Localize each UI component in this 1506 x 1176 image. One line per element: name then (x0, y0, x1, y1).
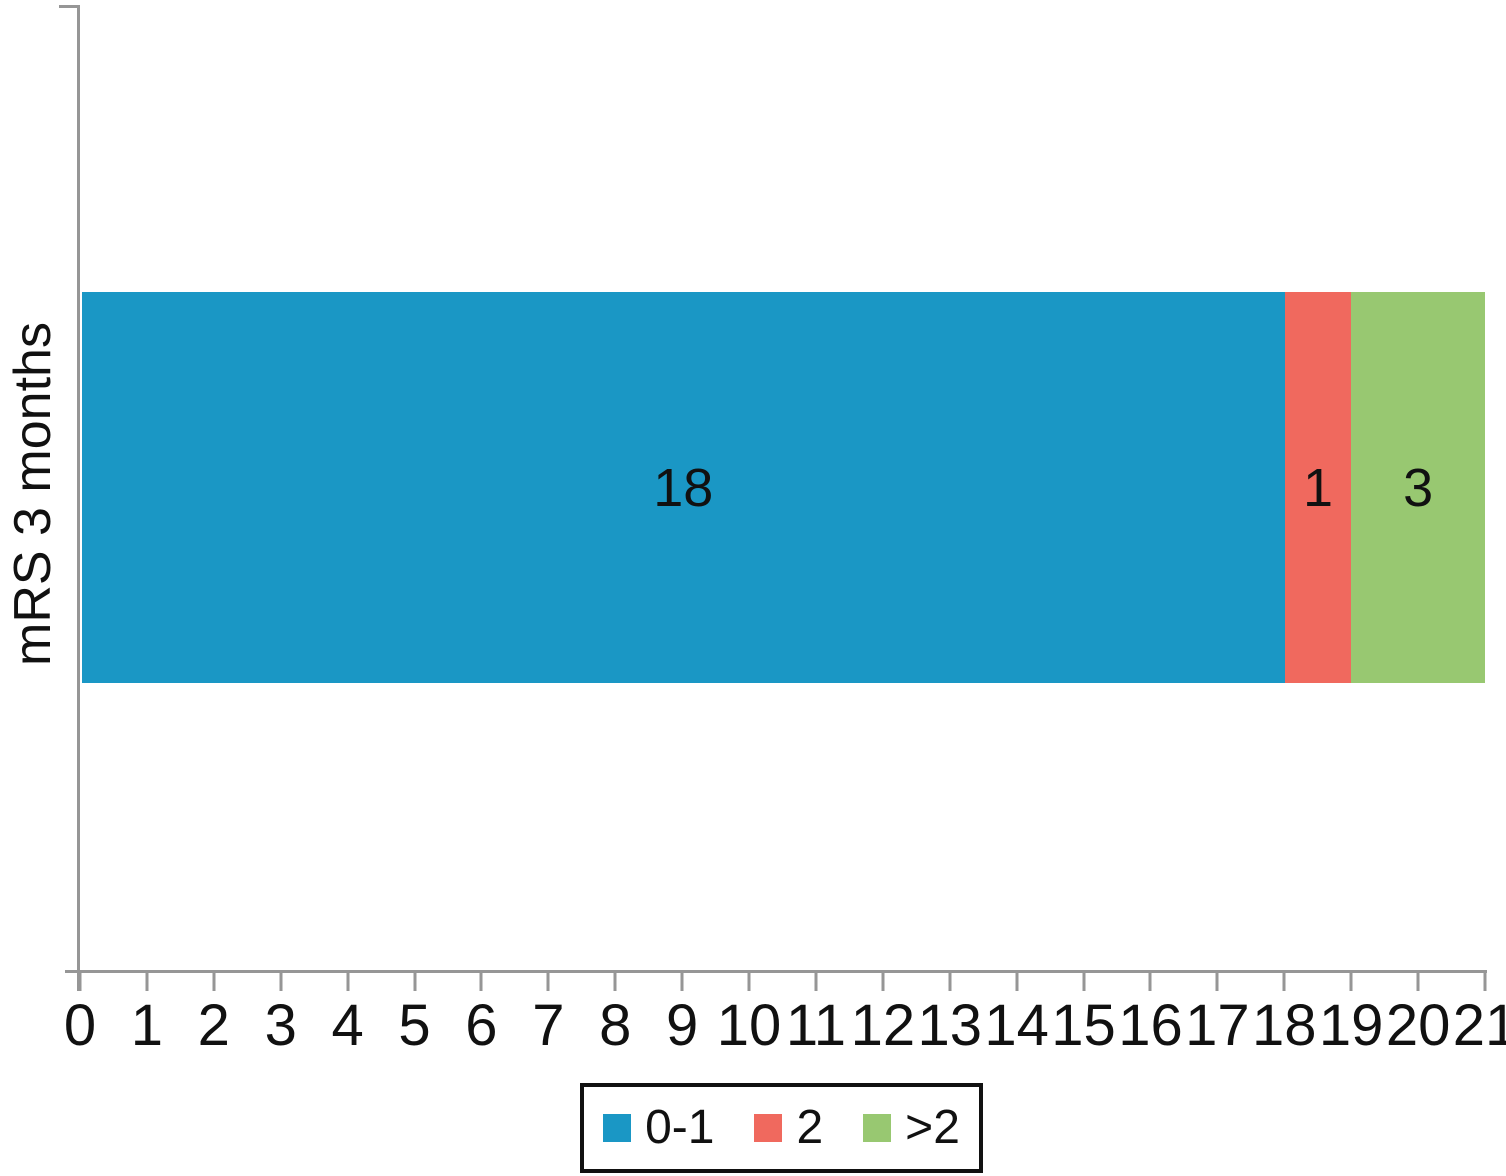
x-tick (613, 970, 617, 991)
x-tick (1015, 970, 1019, 991)
x-tick (145, 970, 149, 991)
x-tick-label: 6 (465, 993, 498, 1058)
y-axis-top-tick (59, 5, 77, 8)
x-tick-label: 14 (984, 993, 1049, 1058)
x-tick-label: 11 (785, 993, 847, 1058)
legend-item-label: 0-1 (645, 1101, 715, 1154)
x-tick-label: 12 (850, 993, 916, 1058)
x-tick (881, 970, 885, 991)
x-tick (1215, 970, 1219, 991)
x-tick-label: 4 (331, 993, 364, 1058)
x-tick-label: 16 (1118, 993, 1183, 1058)
x-tick-label: 17 (1185, 993, 1250, 1058)
legend-item: 0-1 (603, 1104, 714, 1152)
legend-swatch (754, 1114, 783, 1142)
y-axis-line (77, 5, 80, 991)
x-tick (279, 970, 283, 991)
x-tick (680, 970, 684, 991)
stacked-bar: 18 1 3 (82, 292, 1485, 683)
x-tick (1082, 970, 1086, 991)
x-tick-label: 7 (532, 993, 565, 1058)
legend-item-label: 2 (796, 1101, 824, 1154)
x-tick-label: 0 (63, 993, 97, 1058)
x-tick (814, 970, 818, 991)
bar-segment-label: 3 (1403, 457, 1434, 518)
x-tick (1483, 970, 1487, 991)
legend-item: >2 (863, 1104, 960, 1152)
bar-segment: 1 (1284, 292, 1352, 683)
plot-area: 18 1 3 0 1 2 3 4 5 6 7 8 9 10 11 12 13 14 15 16 17 18 19 20 21 (59, 5, 1506, 1055)
bar-segment-label: 18 (653, 457, 714, 518)
x-tick-label: 3 (264, 993, 297, 1058)
x-tick (346, 970, 350, 991)
x-tick (413, 970, 417, 991)
x-axis-line (65, 970, 1487, 973)
legend-item-label: >2 (905, 1101, 960, 1154)
x-tick (479, 970, 483, 991)
legend-item: 2 (754, 1104, 823, 1152)
x-tick-label: 10 (716, 993, 782, 1058)
x-tick (212, 970, 216, 991)
y-axis-label: mRS 3 months (4, 322, 62, 666)
x-tick-label: 18 (1252, 993, 1317, 1058)
x-tick (1148, 970, 1152, 991)
x-tick (78, 970, 82, 991)
x-tick-label: 9 (666, 993, 699, 1058)
bar-segment-label: 1 (1302, 457, 1333, 518)
bar-segment: 18 (82, 292, 1285, 683)
bar-segment: 3 (1351, 292, 1485, 683)
legend-swatch (863, 1114, 892, 1142)
legend: 0-1 2 >2 (580, 1083, 983, 1173)
x-tick-label: 15 (1051, 993, 1116, 1058)
x-tick-label: 8 (599, 993, 632, 1058)
x-tick-label: 2 (197, 993, 230, 1058)
x-tick (948, 970, 952, 991)
x-tick (546, 970, 550, 991)
legend-swatch (603, 1114, 632, 1142)
x-tick-label: 19 (1318, 993, 1384, 1058)
x-tick (747, 970, 751, 991)
x-tick-label: 1 (130, 993, 164, 1058)
x-tick-label: 13 (917, 993, 983, 1058)
x-tick (1349, 970, 1353, 991)
x-tick (1282, 970, 1286, 991)
x-tick (1416, 970, 1420, 991)
x-tick-label: 5 (398, 993, 431, 1058)
x-tick-label: 21 (1452, 993, 1506, 1058)
x-tick-label: 20 (1385, 993, 1451, 1058)
